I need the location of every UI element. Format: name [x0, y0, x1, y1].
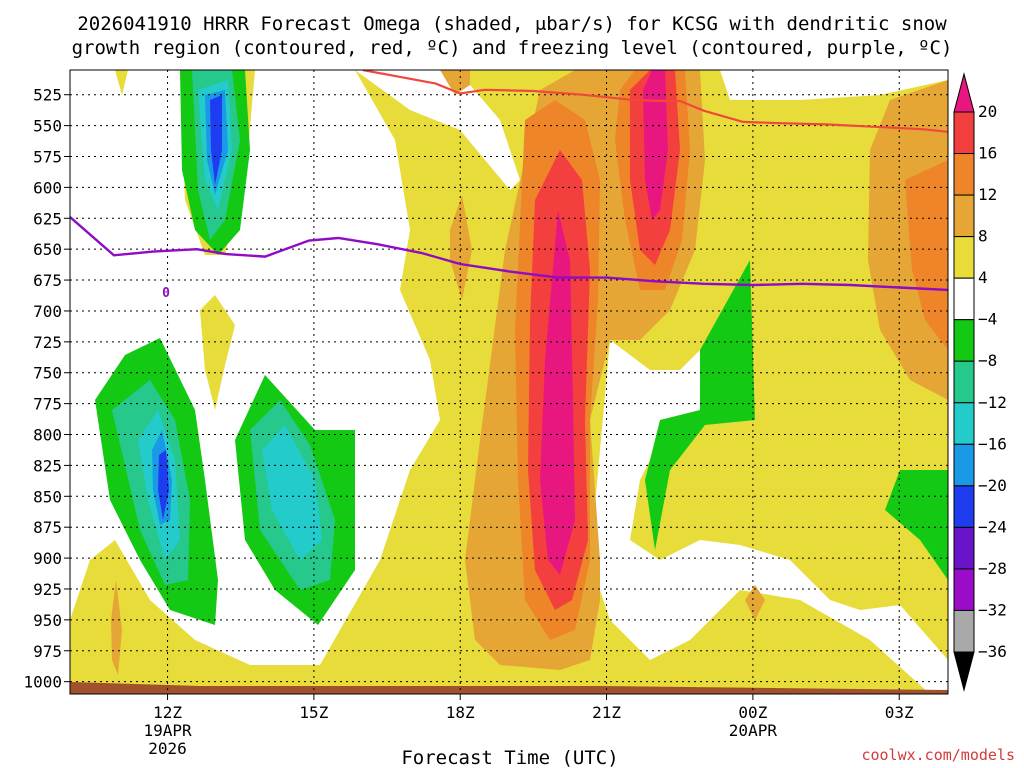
chart-title-line-2: growth region (contoured, red, ºC) and f…	[72, 37, 953, 59]
omega-region-yellow-mid-left	[200, 295, 235, 410]
freezing-level-label-bg	[159, 285, 173, 300]
contours	[70, 70, 948, 292]
grid	[70, 70, 948, 694]
y-tick-label-875: 875	[33, 518, 62, 537]
y-tick-label-525: 525	[33, 86, 62, 105]
colorbar-box-6	[953, 319, 975, 362]
y-tick-label-725: 725	[33, 333, 62, 352]
y-tick-label-575: 575	[33, 147, 62, 166]
colorbar: 20 16 12 8 4 −4 −8 −12 −16 −20 −24 −28 −32 −36	[953, 72, 1007, 692]
colorbar-box-5	[953, 277, 975, 321]
y-axis: 525 550 575 600 625 650 675 700 725 750 775 800 825 8…	[23, 86, 70, 692]
colorbar-label-11: −28	[978, 559, 1007, 578]
colorbar-label-0: 20	[978, 102, 997, 121]
colorbar-box-2	[953, 153, 975, 196]
y-tick-label-900: 900	[33, 549, 62, 568]
y-tick-label-750: 750	[33, 364, 62, 383]
y-tick-label-800: 800	[33, 426, 62, 445]
colorbar-label-10: −24	[978, 517, 1007, 536]
colorbar-label-7: −12	[978, 393, 1007, 412]
omega-region-white-top	[355, 70, 520, 190]
colorbar-box-11	[953, 526, 975, 570]
y-tick-label-625: 625	[33, 209, 62, 228]
omega-region-white-far-right	[730, 70, 948, 100]
omega-region-green-right	[645, 260, 755, 550]
colorbar-box-9	[953, 443, 975, 487]
colorbar-label-12: −32	[978, 600, 1007, 619]
x-tick-date-4: 20APR	[729, 721, 778, 740]
omega-region-dark-blue	[210, 95, 222, 185]
y-tick-label-550: 550	[33, 117, 62, 136]
y-tick-label-700: 700	[33, 302, 62, 321]
x-tick-year-0: 2026	[148, 739, 187, 758]
x-tick-date-0: 19APR	[143, 721, 192, 740]
colorbar-label-3: 8	[978, 227, 988, 246]
x-axis-label: Forecast Time (UTC)	[401, 747, 618, 768]
colorbar-label-6: −8	[978, 351, 997, 370]
colorbar-box-7	[953, 360, 975, 404]
colorbar-label-5: −4	[978, 310, 997, 329]
y-tick-label-650: 650	[33, 240, 62, 259]
freezing-level-line	[70, 216, 948, 292]
omega-region-light-orange-streak	[450, 195, 472, 300]
y-tick-label-775: 775	[33, 395, 62, 414]
colorbar-box-3	[953, 194, 975, 238]
chart-title-line-1: 2026041910 HRRR Forecast Omega (shaded, …	[77, 13, 947, 35]
x-tick-label-2: 18Z	[446, 703, 475, 722]
x-tick-label-1: 15Z	[299, 703, 328, 722]
colorbar-box-12	[953, 568, 975, 611]
colorbar-label-2: 12	[978, 185, 997, 204]
omega-region-green-far-right	[885, 470, 948, 580]
colorbar-box-1	[953, 111, 975, 155]
colorbar-top-arrow	[953, 72, 975, 113]
omega-region-light-orange-upper	[440, 70, 470, 95]
freezing-level-label: 0	[162, 286, 170, 301]
colorbar-box-13	[953, 609, 975, 653]
y-tick-label-825: 825	[33, 456, 62, 475]
y-tick-label-925: 925	[33, 580, 62, 599]
colorbar-box-8	[953, 402, 975, 445]
omega-region-magenta-main	[540, 210, 575, 575]
omega-region-yellow-small	[115, 70, 128, 95]
x-tick-label-5: 03Z	[885, 703, 914, 722]
colorbar-box-4	[953, 236, 975, 279]
y-tick-label-975: 975	[33, 642, 62, 661]
omega-region-light-orange-small	[745, 585, 765, 620]
terrain-ground	[70, 682, 948, 694]
x-tick-label-0: 12Z	[153, 703, 182, 722]
plot-frame	[69, 69, 949, 695]
omega-shading	[70, 70, 948, 694]
dgz-contour-line	[362, 70, 948, 133]
y-tick-label-600: 600	[33, 178, 62, 197]
colorbar-label-8: −16	[978, 434, 1007, 453]
omega-region-orange-right	[905, 160, 948, 350]
y-tick-label-675: 675	[33, 271, 62, 290]
omega-region-cyan-mid	[262, 425, 322, 560]
colorbar-label-13: −36	[978, 642, 1007, 661]
omega-region-magenta-upper	[643, 70, 668, 220]
colorbar-label-1: 16	[978, 144, 997, 163]
y-tick-label-1000: 1000	[23, 673, 62, 692]
omega-region-dark-blue-left	[158, 450, 169, 520]
colorbar-bottom-arrow	[953, 651, 975, 692]
y-tick-label-950: 950	[33, 611, 62, 630]
colorbar-label-4: 4	[978, 268, 988, 287]
x-tick-label-3: 21Z	[592, 703, 621, 722]
x-tick-label-4: 00Z	[738, 703, 767, 722]
credit-text: coolwx.com/models	[861, 746, 1015, 764]
colorbar-box-10	[953, 485, 975, 528]
colorbar-label-9: −20	[978, 476, 1007, 495]
y-tick-label-850: 850	[33, 487, 62, 506]
